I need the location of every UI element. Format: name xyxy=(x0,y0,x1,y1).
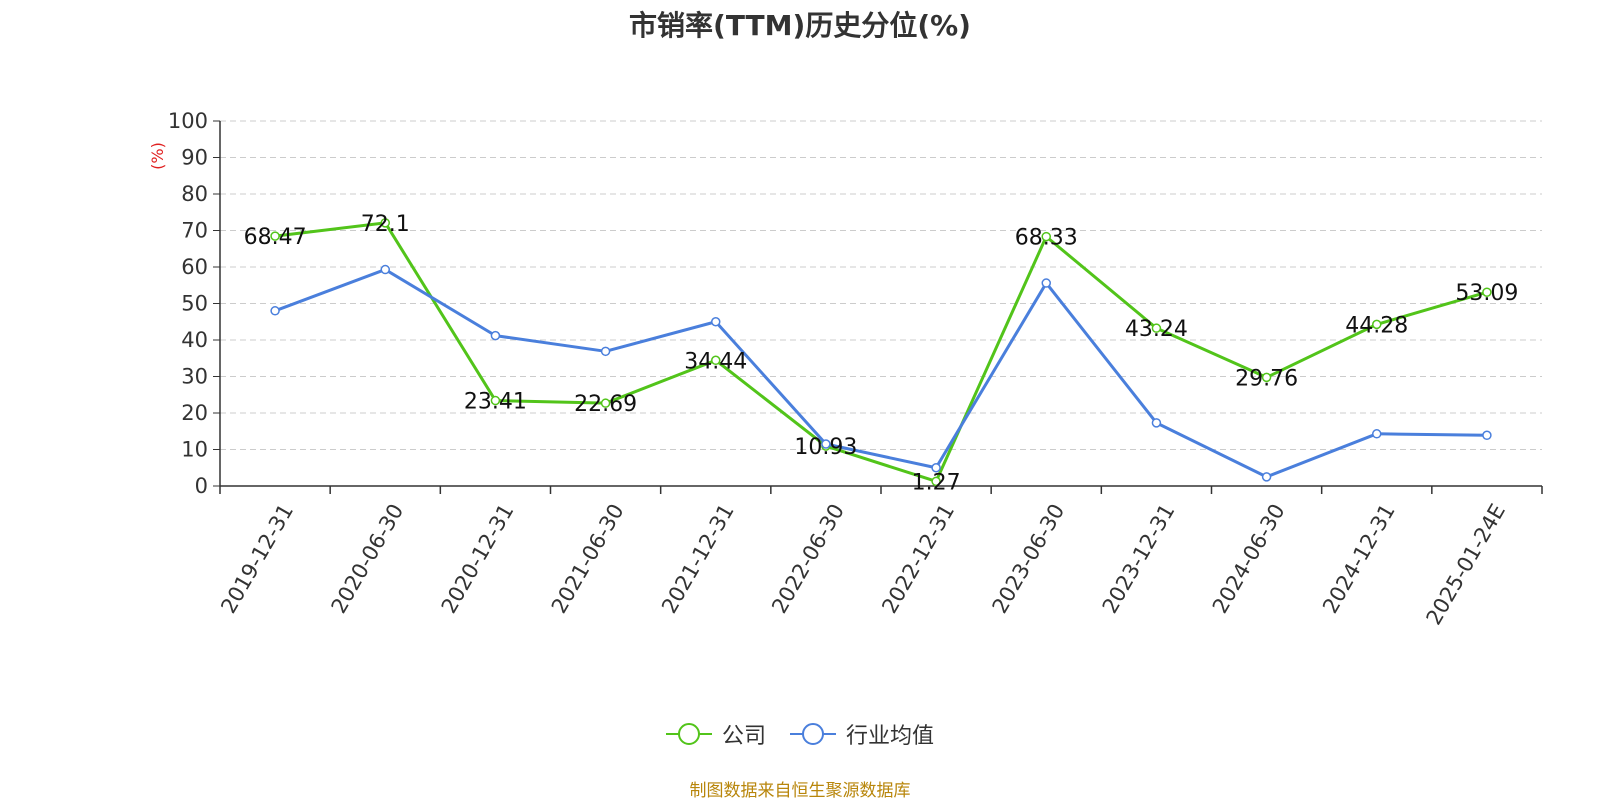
y-tick-label: 10 xyxy=(181,438,208,462)
data-point xyxy=(1372,319,1382,330)
x-tick-label: 2023-12-31 xyxy=(1098,500,1180,618)
data-label: 72.1 xyxy=(361,212,410,237)
data-point xyxy=(1151,418,1162,428)
data-label: 10.93 xyxy=(794,435,857,460)
data-point xyxy=(931,476,941,487)
legend-item-industry-average[interactable]: 行业均值 xyxy=(790,718,934,750)
axes: 0 10 20 30 40 50 60 70 80 90 100(%) 2019-12-31 2020-… xyxy=(148,109,1543,629)
data-point xyxy=(600,346,611,357)
data-point xyxy=(1372,429,1382,439)
data-label: 44.28 xyxy=(1345,313,1408,338)
y-tick-label: 90 xyxy=(181,146,208,170)
data-label: 29.76 xyxy=(1235,366,1298,391)
data-label: 53.09 xyxy=(1455,281,1518,306)
data-point xyxy=(380,218,390,228)
x-tick-label: 2020-06-30 xyxy=(327,500,409,618)
x-tick-label: 2023-06-30 xyxy=(988,500,1070,618)
data-point xyxy=(490,395,501,406)
x-tick-label: 2022-06-30 xyxy=(767,500,849,618)
y-tick-label: 80 xyxy=(181,182,208,206)
data-point xyxy=(1041,278,1051,288)
y-tick-label: 70 xyxy=(181,219,208,243)
source-note: 制图数据来自恒生聚源数据库 xyxy=(689,781,911,801)
chart-title: 市销率(TTM)历史分位(%) xyxy=(629,9,971,42)
data-label: 1.27 xyxy=(912,470,961,495)
y-tick-label: 100 xyxy=(168,109,208,133)
x-tick-label: 2021-06-30 xyxy=(547,500,629,618)
data-point xyxy=(711,355,721,366)
data-label: 43.24 xyxy=(1125,317,1188,342)
data-point xyxy=(270,231,280,241)
x-tick-label: 2019-12-31 xyxy=(216,500,298,618)
y-axis-label: (%) xyxy=(148,142,167,170)
y-tick-label: 30 xyxy=(181,365,208,389)
grid-lines xyxy=(220,120,1542,450)
data-label: 68.33 xyxy=(1015,226,1078,251)
data-point xyxy=(711,317,721,327)
y-tick-label: 20 xyxy=(181,401,208,425)
x-tick-label: 2021-12-31 xyxy=(657,500,739,618)
legend-line-marker-icon xyxy=(665,723,712,745)
data-point xyxy=(600,398,611,408)
data-label: 23.41 xyxy=(464,390,527,415)
legend-line-marker-icon xyxy=(790,723,836,745)
data-point xyxy=(490,330,501,341)
data-point xyxy=(1482,430,1492,441)
y-tick-label: 0 xyxy=(195,474,208,498)
series-lines xyxy=(270,218,1492,487)
data-point xyxy=(1041,231,1051,242)
x-tick-label: 2024-12-31 xyxy=(1318,500,1400,618)
legend-label-industry-average: 行业均值 xyxy=(846,724,935,749)
series-line-1 xyxy=(274,268,1487,479)
data-point xyxy=(1261,472,1272,482)
series-line-0 xyxy=(274,221,1488,483)
data-point xyxy=(931,463,941,473)
data-point xyxy=(380,264,390,275)
legend-label-company: 公司 xyxy=(721,724,766,749)
data-label: 34.44 xyxy=(684,349,747,374)
data-point xyxy=(1151,323,1162,333)
legend: 公司 行业均值 xyxy=(0,718,1600,750)
data-point xyxy=(270,306,280,316)
y-tick-label: 50 xyxy=(181,292,208,316)
data-point xyxy=(821,439,831,449)
x-tick-label: 2022-12-31 xyxy=(877,500,959,618)
x-tick-label: 2025-01-24E xyxy=(1422,500,1510,629)
data-point xyxy=(1482,287,1492,297)
data-labels: 68.47 72.1 23.41 22.69 34.44 10.93 1.27 68.33 43… xyxy=(244,212,1519,496)
data-label: 22.69 xyxy=(574,392,637,417)
y-tick-label: 60 xyxy=(181,255,208,279)
data-label: 68.47 xyxy=(244,225,307,250)
x-tick-label: 2020-12-31 xyxy=(437,500,519,618)
x-tick-label: 2024-06-30 xyxy=(1208,500,1290,618)
legend-item-company[interactable]: 公司 xyxy=(665,718,766,750)
y-tick-label: 40 xyxy=(181,328,208,352)
data-point xyxy=(1261,372,1272,383)
